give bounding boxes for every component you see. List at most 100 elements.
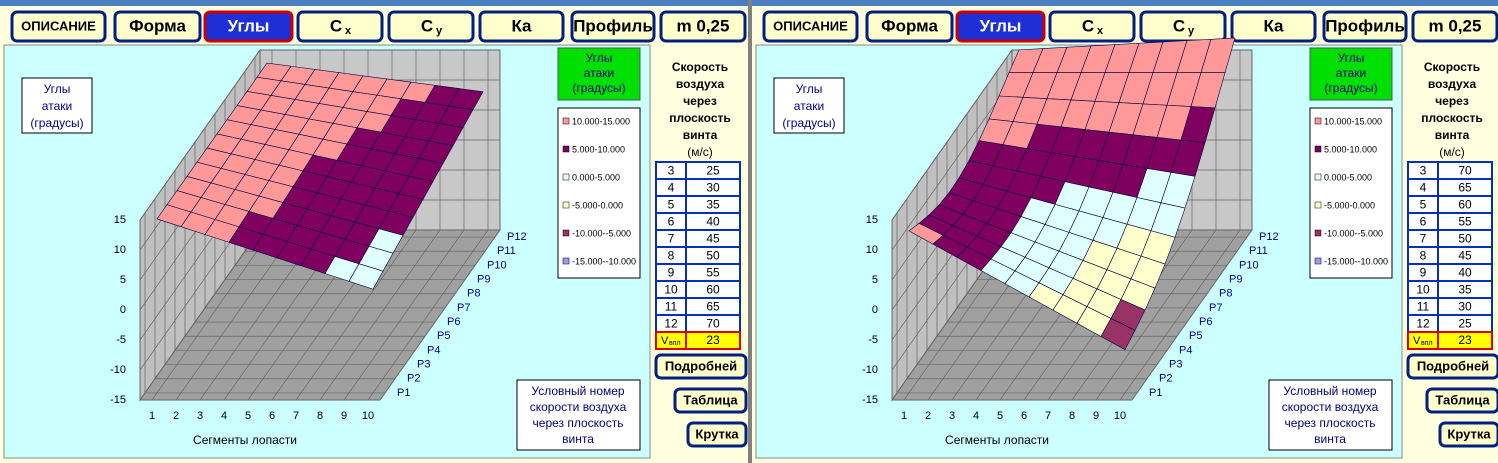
z-tick-label: -15 bbox=[110, 394, 126, 406]
x-tick-label: 2 bbox=[173, 410, 179, 422]
table-index: 3 bbox=[1420, 164, 1427, 178]
x-tick-label: 4 bbox=[221, 410, 227, 422]
depth-label: P7 bbox=[457, 302, 470, 314]
speed-title: (м/с) bbox=[687, 145, 713, 159]
side-button[interactable] bbox=[686, 421, 748, 448]
tab-button[interactable] bbox=[1230, 10, 1317, 43]
tab-button[interactable] bbox=[203, 10, 294, 43]
table-index: 3 bbox=[668, 164, 675, 178]
tab-button[interactable] bbox=[1411, 10, 1498, 43]
depth-label: P12 bbox=[1259, 231, 1279, 243]
table-index: 8 bbox=[1420, 249, 1427, 263]
side-button[interactable] bbox=[654, 353, 748, 380]
tab-button[interactable] bbox=[1322, 10, 1408, 43]
legend-title-box bbox=[1309, 47, 1393, 101]
z-tick-label: 0 bbox=[872, 304, 878, 316]
grid-line bbox=[1119, 50, 1241, 401]
legend-label: 10.000-15.000 bbox=[1324, 116, 1382, 126]
legend-swatch bbox=[1314, 145, 1322, 153]
z-tick-label: 15 bbox=[114, 214, 126, 226]
note-line: винта bbox=[562, 432, 594, 446]
side-button[interactable] bbox=[673, 387, 748, 414]
table-speed: 30 bbox=[1458, 300, 1472, 314]
depth-label: P2 bbox=[407, 373, 420, 385]
x-axis-title: Сегменты лопасти bbox=[193, 433, 297, 447]
speed-title: Скорость bbox=[672, 60, 728, 74]
tab-sub: x bbox=[1097, 25, 1104, 37]
x-tick-label: 4 bbox=[973, 410, 979, 422]
grid-line bbox=[144, 212, 385, 394]
z-tick-label: -10 bbox=[110, 364, 126, 376]
table-speed: 40 bbox=[1458, 266, 1472, 280]
legend-swatch bbox=[1314, 229, 1322, 237]
table-index: 9 bbox=[668, 266, 675, 280]
depth-label: P9 bbox=[1229, 273, 1242, 285]
tab-button[interactable] bbox=[1048, 10, 1136, 43]
side-button[interactable] bbox=[1406, 353, 1498, 380]
table-speed: 50 bbox=[1458, 232, 1472, 246]
depth-label: P5 bbox=[1189, 330, 1202, 342]
table-index: 6 bbox=[1420, 215, 1427, 229]
surface-cell bbox=[348, 263, 384, 290]
depth-label: P11 bbox=[497, 245, 516, 257]
tab-button[interactable] bbox=[865, 10, 954, 43]
depth-label: P9 bbox=[477, 273, 490, 285]
depth-label: P4 bbox=[427, 344, 440, 356]
tab-button[interactable] bbox=[113, 10, 202, 43]
legend-label: -15.000--10.000 bbox=[1324, 256, 1388, 266]
tab-button[interactable] bbox=[387, 10, 475, 43]
tab-button[interactable] bbox=[762, 10, 859, 43]
table-index: 5 bbox=[1420, 198, 1427, 212]
x-tick-label: 7 bbox=[293, 410, 299, 422]
tab-button[interactable] bbox=[570, 10, 656, 43]
tab-button[interactable] bbox=[659, 10, 747, 43]
tab-label: m 0,25 bbox=[1429, 16, 1482, 35]
z-tick-label: -15 bbox=[862, 394, 878, 406]
table-index: 12 bbox=[664, 317, 678, 331]
depth-label: P4 bbox=[1179, 344, 1192, 356]
chart-label-box bbox=[21, 77, 93, 134]
divider bbox=[748, 0, 752, 463]
legend-label: 5.000-10.000 bbox=[1324, 144, 1377, 154]
z-tick-label: -10 bbox=[862, 364, 878, 376]
side-button-label: Крутка bbox=[695, 426, 739, 441]
legend-swatch bbox=[562, 145, 570, 153]
table-speed: 55 bbox=[706, 266, 720, 280]
table-speed: 60 bbox=[706, 283, 720, 297]
legend-label: -10.000--5.000 bbox=[1324, 228, 1383, 238]
vrow-sub: впл bbox=[1421, 340, 1433, 347]
grid-line bbox=[174, 170, 415, 351]
tab-label: C bbox=[1173, 16, 1185, 35]
note-line: через плоскость bbox=[533, 416, 624, 430]
side-button[interactable] bbox=[1438, 421, 1498, 448]
note-line: через плоскость bbox=[1285, 416, 1376, 430]
z-tick-label: 15 bbox=[866, 214, 878, 226]
legend-title: атаки bbox=[584, 66, 614, 80]
depth-label: P7 bbox=[1209, 302, 1222, 314]
vrow-label: V bbox=[1413, 335, 1421, 347]
tab-label: Ка bbox=[511, 16, 532, 35]
depth-label: P8 bbox=[467, 288, 480, 300]
legend-title: (градусы) bbox=[1324, 81, 1377, 95]
side-button-label: Крутка bbox=[1447, 426, 1491, 441]
z-tick-label: 5 bbox=[120, 274, 126, 286]
tab-button[interactable] bbox=[478, 10, 565, 43]
table-speed: 35 bbox=[1458, 283, 1472, 297]
tab-button[interactable] bbox=[955, 10, 1046, 43]
legend-box bbox=[1309, 107, 1393, 279]
vrow-label: V bbox=[661, 335, 669, 347]
chart-label: (градусы) bbox=[30, 116, 83, 130]
note-line: винта bbox=[1314, 432, 1346, 446]
table-index: 12 bbox=[1416, 317, 1430, 331]
note-box bbox=[516, 379, 641, 451]
depth-label: P1 bbox=[1149, 387, 1162, 399]
tab-button[interactable] bbox=[296, 10, 384, 43]
x-tick-label: 6 bbox=[1021, 410, 1027, 422]
tab-button[interactable] bbox=[10, 10, 107, 43]
tab-label: Углы bbox=[228, 16, 270, 35]
side-button[interactable] bbox=[1425, 387, 1498, 414]
chart-label: Углы bbox=[796, 82, 823, 96]
table-index: 4 bbox=[1420, 181, 1427, 195]
